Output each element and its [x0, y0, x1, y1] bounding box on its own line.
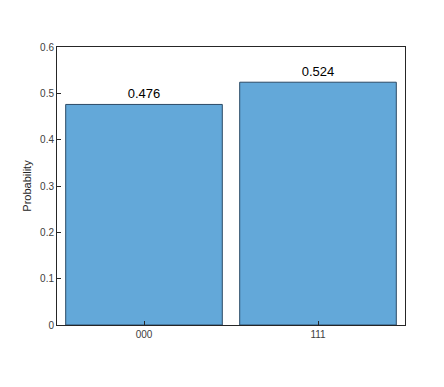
svg-text:0.6: 0.6	[40, 42, 54, 53]
svg-text:0.1: 0.1	[40, 273, 54, 284]
svg-text:000: 000	[136, 329, 153, 340]
svg-text:0: 0	[48, 320, 54, 331]
svg-text:0.524: 0.524	[302, 64, 335, 79]
svg-text:0.4: 0.4	[40, 134, 54, 145]
svg-text:0.5: 0.5	[40, 88, 54, 99]
svg-text:0.476: 0.476	[128, 86, 161, 101]
svg-text:111: 111	[310, 329, 326, 340]
svg-text:0.2: 0.2	[40, 227, 54, 238]
svg-text:0.3: 0.3	[40, 181, 54, 192]
svg-text:Probability: Probability	[21, 160, 33, 212]
